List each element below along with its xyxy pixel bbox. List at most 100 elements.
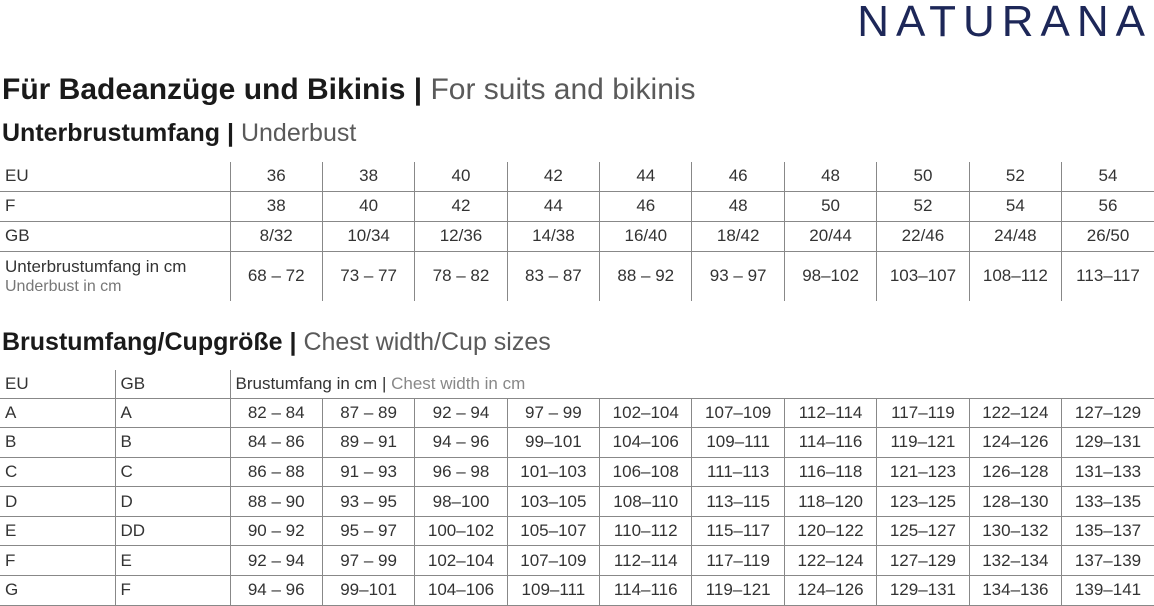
- header-cell: Brustumfang in cm | Chest width in cm: [229, 370, 1154, 399]
- measure-translation: Chest width in cm: [391, 373, 526, 393]
- cell: 91 – 93: [321, 457, 415, 488]
- cell: 103–105: [506, 486, 600, 517]
- cell: 90 – 92: [229, 516, 323, 547]
- cell: 95 – 97: [321, 516, 415, 547]
- cell: 130–132: [968, 516, 1062, 547]
- cell: 129–131: [1061, 427, 1154, 458]
- cell: 127–129: [1061, 398, 1154, 429]
- cell: 129–131: [876, 575, 970, 606]
- cell: 22/46: [876, 221, 970, 252]
- cell: 113–115: [691, 486, 785, 517]
- cell: 109–111: [506, 575, 600, 606]
- cell: 54: [968, 191, 1062, 222]
- eu-size: G: [0, 575, 115, 606]
- cell: 101–103: [506, 457, 600, 488]
- cell: 132–134: [968, 545, 1062, 577]
- cell: 106–108: [599, 457, 692, 488]
- cell: 52: [876, 191, 970, 222]
- title-main: Für Badeanzüge und Bikinis |: [2, 73, 423, 106]
- cell: 54: [1061, 162, 1154, 192]
- cell: 56: [1061, 191, 1154, 222]
- cell: 100–102: [414, 516, 508, 547]
- label-text: Unterbrustumfang in cm: [5, 256, 187, 276]
- cell: 119–121: [876, 427, 970, 458]
- cell: 46: [599, 191, 692, 222]
- cell: 124–126: [968, 427, 1062, 458]
- cell: 92 – 94: [229, 545, 323, 577]
- eu-size: F: [0, 545, 115, 577]
- cell: 88 – 90: [229, 486, 323, 517]
- eu-size: C: [0, 457, 115, 488]
- title-translation: For suits and bikinis: [430, 73, 696, 106]
- cell: 115–117: [691, 516, 785, 547]
- cell: 105–107: [506, 516, 600, 547]
- cell: 99–101: [506, 427, 600, 458]
- cell: 8/32: [229, 221, 323, 252]
- cell: 123–125: [876, 486, 970, 517]
- gb-size: B: [114, 427, 230, 458]
- cell: 94 – 96: [229, 575, 323, 606]
- cell: 46: [691, 162, 785, 192]
- cell: 36: [229, 162, 323, 192]
- cell: 117–119: [691, 545, 785, 577]
- cell: 107–109: [691, 398, 785, 429]
- eu-size: B: [0, 427, 115, 458]
- cell: 96 – 98: [414, 457, 508, 488]
- cell: 18/42: [691, 221, 785, 252]
- cell: 68 – 72: [229, 251, 323, 301]
- cell: 16/40: [599, 221, 692, 252]
- table-row: A A 82 – 84 87 – 89 92 – 94 97 – 99 102–104 107…: [0, 398, 1154, 429]
- cell: 88 – 92: [599, 251, 692, 301]
- cell: 120–122: [783, 516, 877, 547]
- gb-size: E: [114, 545, 230, 577]
- chest-table: EU GB Brustumfang in cm | Chest width in c…: [0, 370, 1154, 606]
- cell: 10/34: [321, 221, 415, 252]
- gb-size: DD: [114, 516, 230, 547]
- table-row: C C 86 – 88 91 – 93 96 – 98 101–103 106–108 111…: [0, 457, 1154, 488]
- cell: 111–113: [691, 457, 785, 488]
- cell: 122–124: [968, 398, 1062, 429]
- cell: 97 – 99: [506, 398, 600, 429]
- eu-size: E: [0, 516, 115, 547]
- table-row: E DD 90 – 92 95 – 97 100–102 105–107 110–112 11…: [0, 516, 1154, 547]
- cell: 20/44: [783, 221, 877, 252]
- cell: 128–130: [968, 486, 1062, 517]
- label-translation: Underbust in cm: [5, 277, 122, 295]
- cell: 118–120: [783, 486, 877, 517]
- table-body: EU 36 38 40 42 44 46 48 50 52 54 F 38 40 42 44 46 48 50 52 5…: [0, 162, 1154, 301]
- cell: 82 – 84: [229, 398, 323, 429]
- cell: 139–141: [1061, 575, 1154, 606]
- cell: 114–116: [783, 427, 877, 458]
- cell: 108–110: [599, 486, 692, 517]
- row-label: Unterbrustumfang in cm Underbust in cm: [0, 251, 230, 301]
- cell: 137–139: [1061, 545, 1154, 577]
- cell: 119–121: [691, 575, 785, 606]
- cell: 48: [691, 191, 785, 222]
- underbust-heading: Unterbrustumfang | Underbust: [2, 118, 356, 148]
- cell: 114–116: [599, 575, 692, 606]
- cell: 133–135: [1061, 486, 1154, 517]
- gb-size: A: [114, 398, 230, 429]
- cell: 98–102: [783, 251, 877, 301]
- gb-size: C: [114, 457, 230, 488]
- header-cell: GB: [114, 370, 230, 399]
- cell: 113–117: [1061, 251, 1154, 301]
- cell: 102–104: [599, 398, 692, 429]
- cell: 73 – 77: [321, 251, 415, 301]
- cell: 104–106: [599, 427, 692, 458]
- cell: 24/48: [968, 221, 1062, 252]
- cell: 94 – 96: [414, 427, 508, 458]
- cell: 78 – 82: [414, 251, 508, 301]
- header-row: EU GB Brustumfang in cm | Chest width in c…: [0, 370, 1154, 399]
- cell: 135–137: [1061, 516, 1154, 547]
- cell: 97 – 99: [321, 545, 415, 577]
- label-text: EU: [5, 166, 29, 186]
- chest-heading: Brustumfang/Cupgröße | Chest width/Cup s…: [2, 327, 551, 357]
- cell: 98–100: [414, 486, 508, 517]
- cell: 125–127: [876, 516, 970, 547]
- cell: 84 – 86: [229, 427, 323, 458]
- cell: 102–104: [414, 545, 508, 577]
- table-body: EU GB Brustumfang in cm | Chest width in c…: [0, 370, 1154, 606]
- measure-label: Brustumfang in cm |: [235, 373, 387, 393]
